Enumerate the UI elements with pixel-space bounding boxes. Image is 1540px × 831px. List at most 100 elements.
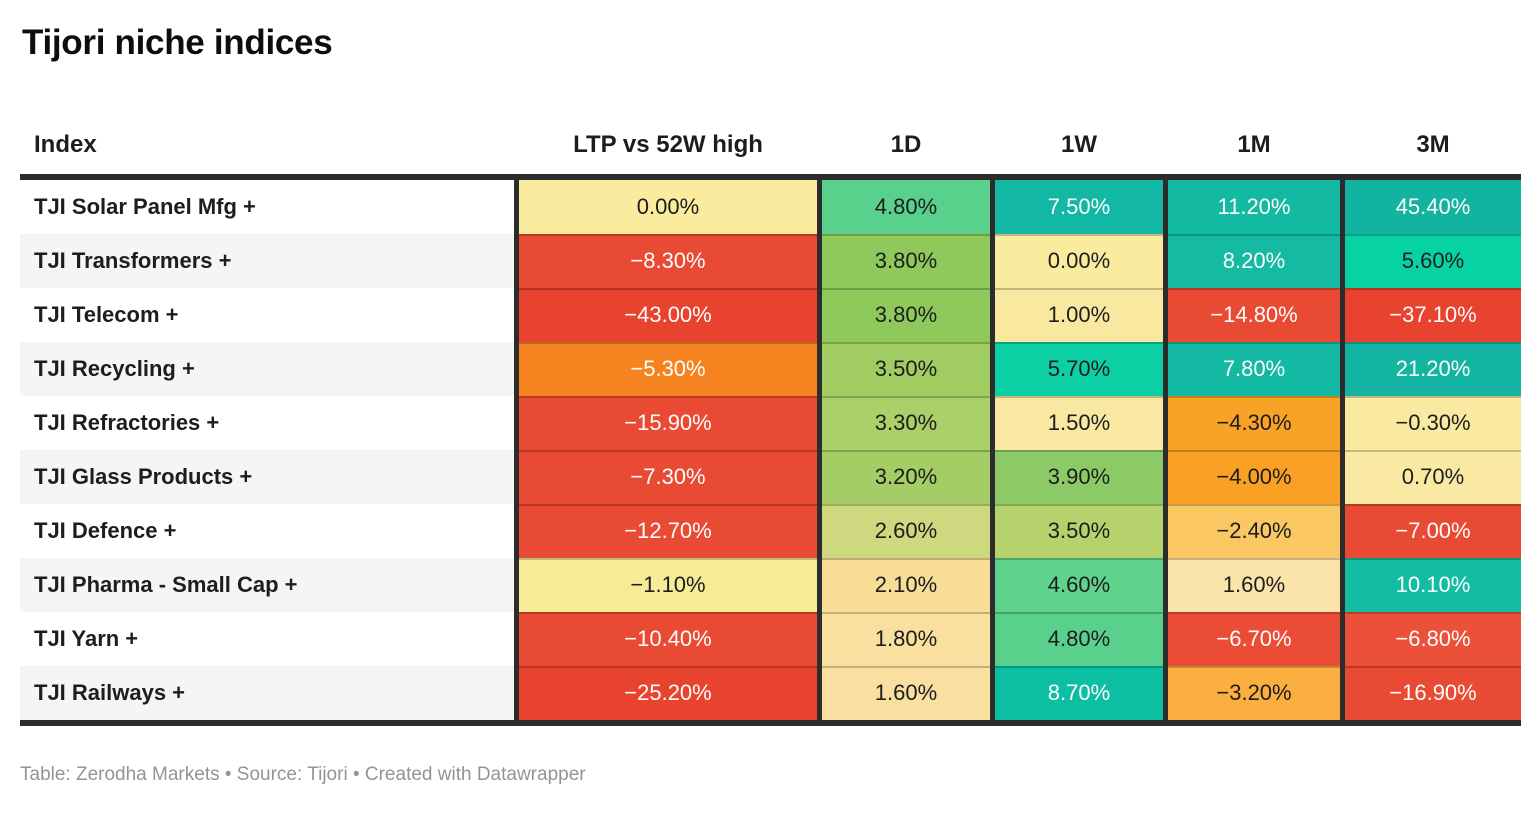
column-divider bbox=[1340, 234, 1345, 288]
row-label[interactable]: TJI Recycling + bbox=[20, 342, 514, 396]
heat-cell-1w: 3.50% bbox=[995, 504, 1163, 558]
column-divider bbox=[1340, 558, 1345, 612]
column-divider bbox=[1340, 396, 1345, 450]
column-header-ltp-52w-high: LTP vs 52W high bbox=[573, 131, 763, 158]
heat-cell-3m: 45.40% bbox=[1345, 180, 1521, 234]
heat-cell-ltp-52w-high: −5.30% bbox=[519, 342, 817, 396]
column-divider bbox=[514, 558, 519, 612]
heat-cell-1d: 3.80% bbox=[822, 288, 990, 342]
heat-cell-3m: 0.70% bbox=[1345, 450, 1521, 504]
table-row: TJI Transformers + −8.30% 3.80% 0.00% 8.20% 5… bbox=[20, 234, 1521, 288]
column-divider bbox=[990, 450, 995, 504]
column-divider bbox=[1163, 288, 1168, 342]
heat-cell-1m: −2.40% bbox=[1168, 504, 1340, 558]
heat-cell-ltp-52w-high: 0.00% bbox=[519, 180, 817, 234]
heat-cell-3m: −16.90% bbox=[1345, 666, 1521, 720]
heat-cell-3m: 10.10% bbox=[1345, 558, 1521, 612]
column-divider bbox=[990, 234, 995, 288]
column-header-1m: 1M bbox=[1237, 131, 1271, 158]
column-divider bbox=[817, 558, 822, 612]
table-row: TJI Telecom + −43.00% 3.80% 1.00% −14.80% −37… bbox=[20, 288, 1521, 342]
heat-cell-1w: 5.70% bbox=[995, 342, 1163, 396]
heat-cell-3m: 5.60% bbox=[1345, 234, 1521, 288]
column-divider bbox=[817, 612, 822, 666]
row-label[interactable]: TJI Telecom + bbox=[20, 288, 514, 342]
table-row: TJI Yarn + −10.40% 1.80% 4.80% −6.70% −6.80% bbox=[20, 612, 1521, 666]
column-divider bbox=[817, 504, 822, 558]
heat-cell-1w: 4.80% bbox=[995, 612, 1163, 666]
page-title: Tijori niche indices bbox=[22, 23, 333, 62]
table-body: TJI Solar Panel Mfg +0.00% 4.80% 7.50% 11.2… bbox=[20, 180, 1521, 726]
column-divider bbox=[514, 288, 519, 342]
column-divider bbox=[1340, 504, 1345, 558]
heat-cell-1w: 1.50% bbox=[995, 396, 1163, 450]
heat-cell-ltp-52w-high: −10.40% bbox=[519, 612, 817, 666]
column-divider bbox=[990, 612, 995, 666]
column-divider bbox=[990, 558, 995, 612]
table-caption: Table: Zerodha Markets • Source: Tijori … bbox=[20, 764, 586, 785]
heat-cell-1d: 4.80% bbox=[822, 180, 990, 234]
column-divider bbox=[1163, 180, 1168, 234]
indices-table: Index LTP vs 52W high 1D 1W 1M 3M TJI So… bbox=[20, 116, 1521, 726]
column-divider bbox=[817, 180, 822, 234]
heat-cell-1d: 2.10% bbox=[822, 558, 990, 612]
column-divider bbox=[514, 666, 519, 720]
row-label[interactable]: TJI Glass Products + bbox=[20, 450, 514, 504]
column-header-1w: 1W bbox=[1061, 131, 1097, 158]
column-divider bbox=[1340, 180, 1345, 234]
column-divider bbox=[1340, 450, 1345, 504]
column-divider bbox=[990, 288, 995, 342]
column-divider bbox=[514, 396, 519, 450]
heat-cell-1m: 11.20% bbox=[1168, 180, 1340, 234]
column-divider bbox=[1163, 612, 1168, 666]
column-divider bbox=[990, 396, 995, 450]
heat-cell-ltp-52w-high: −12.70% bbox=[519, 504, 817, 558]
column-divider bbox=[1340, 612, 1345, 666]
heat-cell-1d: 3.80% bbox=[822, 234, 990, 288]
row-label[interactable]: TJI Pharma - Small Cap + bbox=[20, 558, 514, 612]
row-label[interactable]: TJI Solar Panel Mfg + bbox=[20, 180, 514, 234]
row-label[interactable]: TJI Defence + bbox=[20, 504, 514, 558]
heat-cell-ltp-52w-high: −1.10% bbox=[519, 558, 817, 612]
column-divider bbox=[817, 234, 822, 288]
table-row: TJI Glass Products + −7.30% 3.20% 3.90% −4.0… bbox=[20, 450, 1521, 504]
heat-cell-1w: 1.00% bbox=[995, 288, 1163, 342]
heat-cell-3m: −7.00% bbox=[1345, 504, 1521, 558]
column-divider bbox=[1163, 396, 1168, 450]
heat-cell-1d: 3.30% bbox=[822, 396, 990, 450]
column-divider bbox=[990, 504, 995, 558]
column-divider bbox=[817, 342, 822, 396]
column-divider bbox=[1340, 342, 1345, 396]
heat-cell-1m: 1.60% bbox=[1168, 558, 1340, 612]
column-divider bbox=[990, 666, 995, 720]
column-header-index: Index bbox=[34, 131, 97, 158]
heat-cell-1d: 1.60% bbox=[822, 666, 990, 720]
column-divider bbox=[817, 450, 822, 504]
table-row: TJI Defence + −12.70% 2.60% 3.50% −2.40% −7.0… bbox=[20, 504, 1521, 558]
column-divider bbox=[990, 342, 995, 396]
row-label[interactable]: TJI Transformers + bbox=[20, 234, 514, 288]
heat-cell-1d: 2.60% bbox=[822, 504, 990, 558]
heat-cell-1m: −14.80% bbox=[1168, 288, 1340, 342]
column-divider bbox=[1163, 342, 1168, 396]
heat-cell-ltp-52w-high: −8.30% bbox=[519, 234, 817, 288]
column-divider bbox=[1163, 558, 1168, 612]
column-divider bbox=[514, 180, 519, 234]
heat-cell-ltp-52w-high: −15.90% bbox=[519, 396, 817, 450]
heat-cell-1w: 7.50% bbox=[995, 180, 1163, 234]
row-label[interactable]: TJI Yarn + bbox=[20, 612, 514, 666]
column-divider bbox=[817, 396, 822, 450]
column-divider bbox=[817, 666, 822, 720]
column-divider bbox=[990, 180, 995, 234]
row-label[interactable]: TJI Railways + bbox=[20, 666, 514, 720]
column-divider bbox=[514, 342, 519, 396]
column-divider bbox=[817, 288, 822, 342]
column-divider bbox=[1163, 234, 1168, 288]
heat-cell-1m: −3.20% bbox=[1168, 666, 1340, 720]
heat-cell-ltp-52w-high: −43.00% bbox=[519, 288, 817, 342]
column-divider bbox=[514, 612, 519, 666]
heat-cell-1d: 3.20% bbox=[822, 450, 990, 504]
column-divider bbox=[1163, 666, 1168, 720]
row-label[interactable]: TJI Refractories + bbox=[20, 396, 514, 450]
column-divider bbox=[1340, 666, 1345, 720]
